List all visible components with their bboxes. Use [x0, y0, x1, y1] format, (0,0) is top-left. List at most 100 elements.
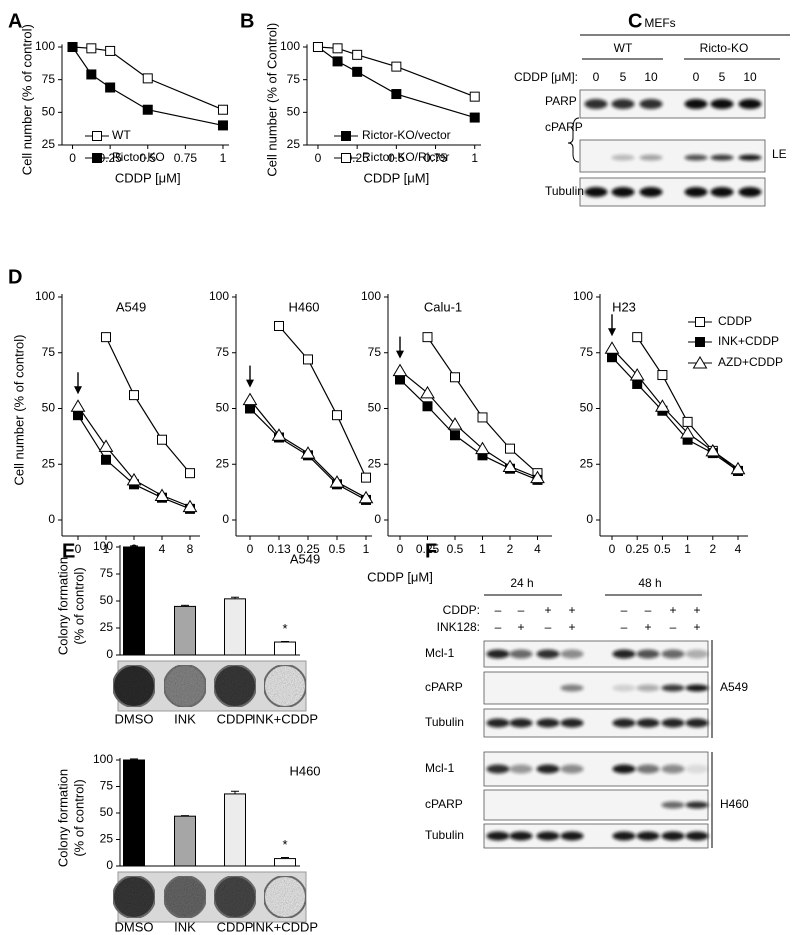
data-point [303, 354, 313, 365]
data-point [358, 490, 374, 504]
x-tick-label: 0.5 [447, 542, 464, 556]
band [536, 649, 560, 659]
group-label: 48 h [638, 576, 661, 590]
category-label: CDDP [217, 919, 254, 934]
y-tick-label: 100 [361, 289, 381, 303]
subplot-title: A549 [116, 299, 146, 314]
band [612, 718, 636, 728]
legend-label: Rictor-KO/vector [362, 128, 451, 142]
y-tick-label: 75 [42, 345, 56, 359]
lane-value: 5 [719, 70, 726, 84]
x-tick-label: 0.25 [296, 542, 320, 556]
band [612, 684, 636, 692]
series-line [105, 336, 191, 474]
x-tick-label: 0 [397, 542, 404, 556]
data-point [604, 341, 620, 354]
y-tick-label: 100 [573, 289, 593, 303]
row-label: Mcl-1 [425, 646, 455, 660]
data-point [245, 403, 255, 414]
data-point [332, 56, 343, 67]
data-point [332, 43, 343, 54]
y-tick-label: 50 [100, 805, 114, 819]
treatment-sign: – [495, 603, 502, 617]
group-label: Ricto-KO [700, 41, 749, 55]
category-label: DMSO [115, 919, 154, 934]
data-point [217, 104, 228, 115]
band [710, 99, 734, 109]
category-label: INK+CDDP [252, 919, 318, 934]
panel-label: C [628, 10, 642, 32]
y-tick-label: 25 [287, 137, 301, 151]
data-point [632, 332, 643, 343]
blot-header: MEFs [644, 16, 675, 30]
row-label: PARP [545, 94, 577, 108]
plate [213, 664, 257, 708]
data-point [242, 392, 258, 406]
data-point [70, 399, 86, 412]
y-tick-label: 100 [93, 539, 113, 553]
blot [579, 177, 766, 207]
legend-marker [341, 131, 351, 141]
cell-line-label: H460 [720, 797, 749, 811]
x-tick-label: 2 [507, 542, 514, 556]
band [560, 684, 584, 692]
x-tick-label: 0.5 [329, 542, 346, 556]
y-tick-label: 100 [35, 289, 55, 303]
data-point [450, 430, 460, 441]
band [636, 831, 660, 841]
x-tick-label: 2 [709, 542, 716, 556]
y-tick-label: 50 [580, 401, 594, 415]
y-tick-label: 25 [368, 456, 382, 470]
y-axis-label: Cell number (% of control) [19, 24, 34, 175]
treatment-sign: + [568, 603, 575, 617]
y-tick-label: 75 [368, 345, 382, 359]
plate [112, 664, 156, 708]
legend-label: CDDP [718, 314, 752, 328]
group-label: WT [614, 41, 633, 55]
data-point [422, 332, 433, 343]
category-label: CDDP [217, 711, 254, 726]
legend-label: INK+CDDP [718, 334, 779, 348]
treatment-sign: – [621, 603, 628, 617]
legend-label: WT [112, 128, 131, 142]
plate [263, 875, 307, 919]
y-tick-label: 75 [42, 72, 56, 86]
bar [123, 759, 145, 867]
treatment-sign: – [518, 603, 525, 617]
y-tick-label: 25 [580, 456, 594, 470]
y-tick-label: 75 [100, 779, 114, 793]
brace [567, 117, 580, 163]
x-tick-label: 0 [315, 151, 322, 165]
treatment-sign: – [495, 620, 502, 634]
data-point [300, 446, 316, 459]
legend-marker [92, 131, 102, 141]
x-tick-label: 1 [471, 151, 478, 165]
treatment-sign: + [693, 603, 700, 617]
y-tick-label: 50 [100, 593, 114, 607]
category-label: DMSO [115, 711, 154, 726]
band [685, 831, 709, 841]
plate [213, 875, 257, 919]
data-point [73, 410, 83, 421]
y-tick-label: 0 [106, 647, 113, 661]
series-line [77, 414, 191, 510]
data-point [129, 390, 139, 401]
data-point [98, 439, 114, 452]
bar [224, 793, 246, 867]
data-point [274, 320, 284, 331]
band [661, 831, 685, 841]
treatment-sign: + [669, 603, 676, 617]
lane-value: 10 [743, 70, 757, 84]
lane-value: 0 [693, 70, 700, 84]
treatment-sign: – [621, 620, 628, 634]
lane-value: 5 [620, 70, 627, 84]
y-tick-label: 0 [106, 858, 113, 872]
x-tick-label: 1 [684, 542, 691, 556]
band [612, 649, 636, 659]
data-point [105, 82, 116, 93]
treatment-label: CDDP: [443, 603, 480, 617]
y-tick-label: 25 [216, 456, 230, 470]
data-point [361, 472, 371, 483]
data-point [730, 461, 746, 475]
